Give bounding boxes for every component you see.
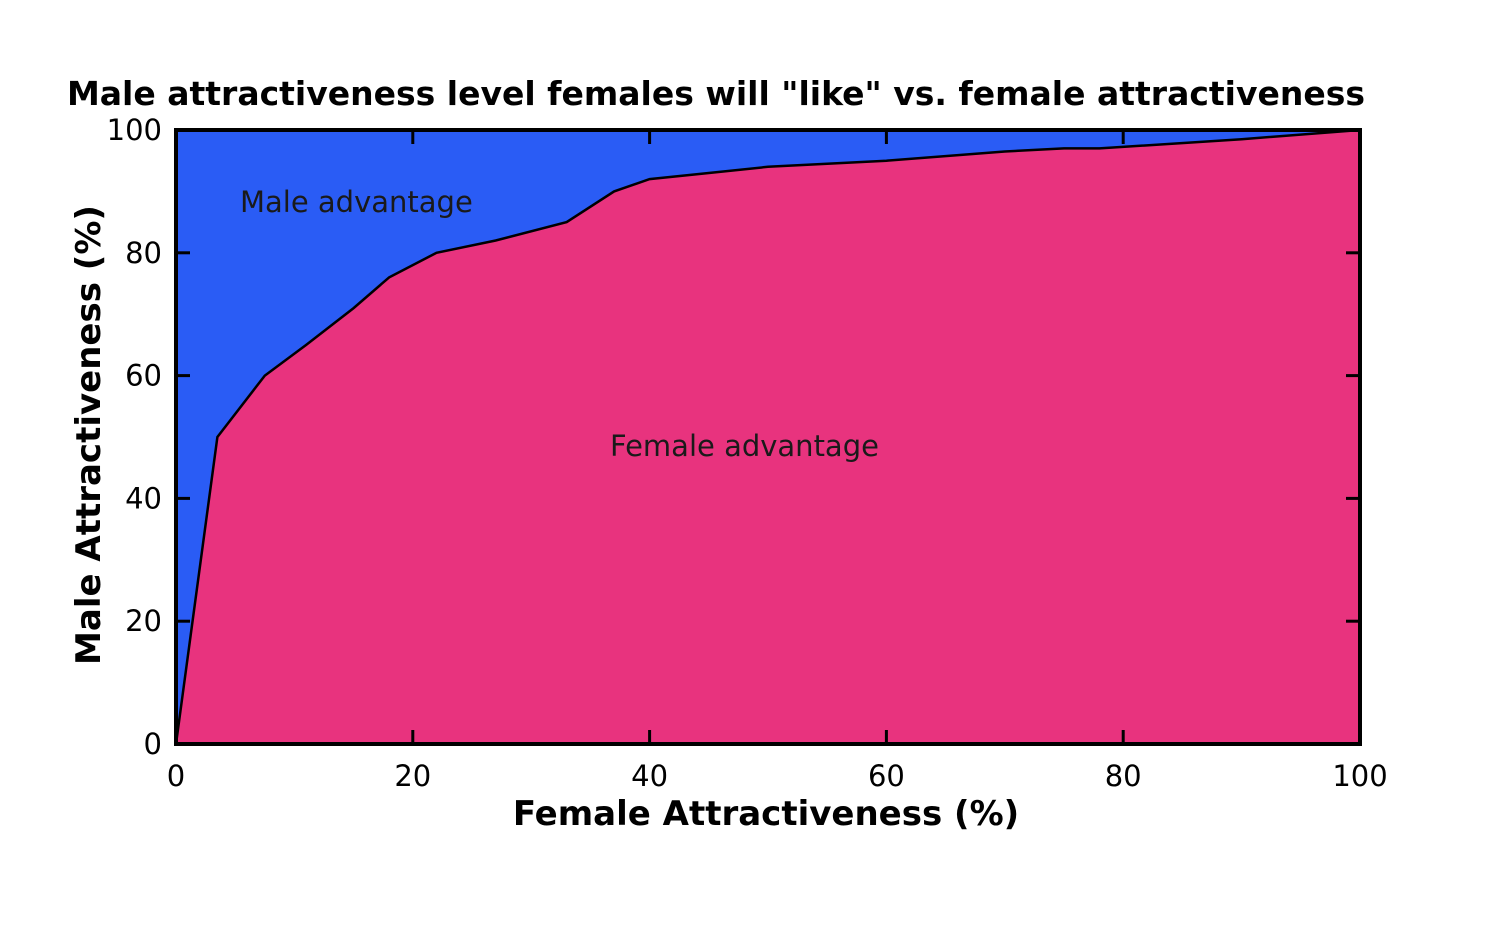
x-tick-label: 40 — [631, 759, 668, 793]
y-tick-label: 0 — [144, 727, 162, 761]
series-line — [174, 128, 1361, 745]
x-tick-label: 60 — [868, 759, 905, 793]
y-tick-label: 100 — [107, 113, 162, 147]
chart-title: Male attractiveness level females will "… — [67, 74, 1365, 113]
ticks — [174, 128, 1362, 746]
y-tick-label: 40 — [125, 481, 162, 515]
plot-frame — [174, 128, 1362, 746]
y-tick-label: 80 — [125, 236, 162, 270]
x-tick-label: 100 — [1332, 759, 1387, 793]
tick-labels: 0 20 40 60 80 100 0 20 40 60 80 100 — [107, 113, 1388, 793]
male-advantage-label: Male advantage — [240, 185, 473, 219]
female-advantage-label: Female advantage — [610, 429, 879, 463]
y-tick-label: 20 — [125, 604, 162, 638]
female-advantage-region — [176, 130, 1360, 744]
x-tick-label: 20 — [394, 759, 431, 793]
y-tick-label: 60 — [125, 359, 162, 393]
x-axis-label: Female Attractiveness (%) — [513, 794, 1019, 834]
x-tick-label: 0 — [167, 759, 185, 793]
y-axis-label: Male Attractiveness (%) — [69, 205, 109, 665]
x-tick-label: 80 — [1105, 759, 1142, 793]
